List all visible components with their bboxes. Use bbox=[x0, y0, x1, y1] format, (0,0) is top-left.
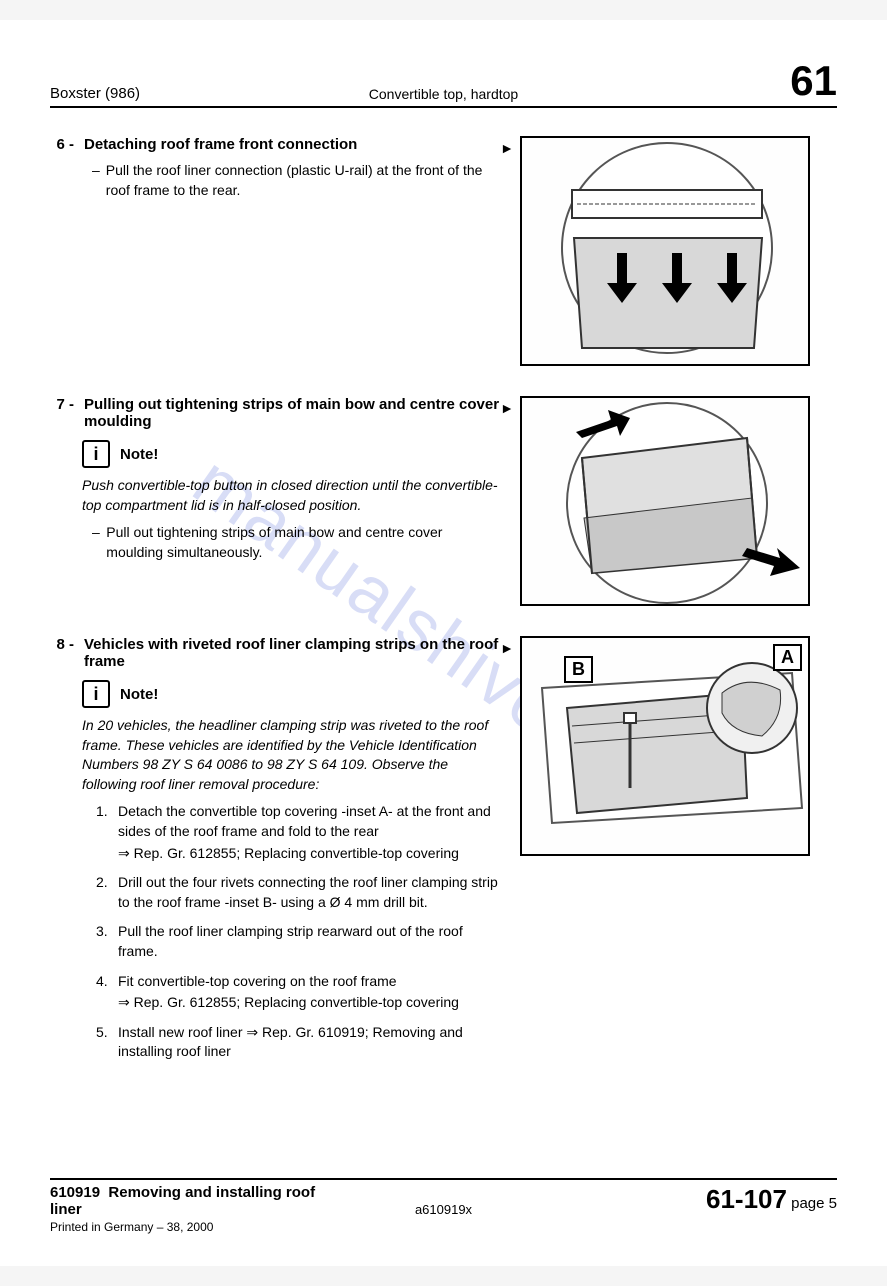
footer-left: 610919 Removing and installing roof line… bbox=[50, 1184, 331, 1234]
footer-right: 61-107 page 5 bbox=[556, 1184, 837, 1215]
content: 6 Detaching roof frame front connection … bbox=[50, 136, 837, 1072]
footer-center: a610919x bbox=[331, 1184, 556, 1217]
section-8: 8 Vehicles with riveted roof liner clamp… bbox=[50, 636, 837, 1072]
page-footer: 610919 Removing and installing roof line… bbox=[50, 1178, 837, 1234]
step-number: 8 bbox=[50, 636, 78, 670]
section-7-text: 7 Pulling out tightening strips of main … bbox=[50, 396, 510, 568]
section-6-figure bbox=[520, 136, 820, 366]
step-title: Detaching roof frame front connection bbox=[78, 136, 500, 153]
section-6: 6 Detaching roof frame front connection … bbox=[50, 136, 837, 366]
section-8-text: 8 Vehicles with riveted roof liner clamp… bbox=[50, 636, 510, 1072]
inset-label-b: B bbox=[564, 656, 593, 683]
figure-3: A B bbox=[520, 636, 810, 856]
note-text: Push convertible-top button in closed di… bbox=[82, 476, 500, 515]
list-item: 5. Install new roof liner ⇒ Rep. Gr. 610… bbox=[118, 1023, 500, 1062]
info-icon: i bbox=[82, 440, 110, 468]
inset-label-a: A bbox=[773, 644, 802, 671]
section-8-figure: A B bbox=[520, 636, 820, 856]
info-icon: i bbox=[82, 680, 110, 708]
step-title: Pulling out tightening strips of main bo… bbox=[78, 396, 500, 430]
pointer-icon: ► bbox=[500, 140, 514, 156]
step-number: 6 bbox=[50, 136, 78, 153]
note-text: In 20 vehicles, the headliner clamping s… bbox=[82, 716, 500, 794]
note-row: i Note! bbox=[82, 440, 500, 468]
step-number: 7 bbox=[50, 396, 78, 430]
header-model: Boxster (986) bbox=[50, 85, 312, 102]
header-section: Convertible top, hardtop bbox=[312, 86, 574, 102]
section-7-figure bbox=[520, 396, 820, 606]
list-item: 1. Detach the convertible top covering -… bbox=[118, 802, 500, 863]
list-item: 3. Pull the roof liner clamping strip re… bbox=[118, 922, 500, 961]
pointer-icon: ► bbox=[500, 640, 514, 656]
note-label: Note! bbox=[120, 686, 158, 703]
bullet-item: Pull out tightening strips of main bow a… bbox=[110, 523, 500, 562]
figure-1-svg bbox=[522, 138, 810, 366]
figure-2 bbox=[520, 396, 810, 606]
page-header: Boxster (986) Convertible top, hardtop 6… bbox=[50, 60, 837, 108]
bullet-item: Pull the roof liner connection (plastic … bbox=[110, 161, 500, 200]
pointer-icon: ► bbox=[500, 400, 514, 416]
step-title: Vehicles with riveted roof liner clampin… bbox=[78, 636, 500, 670]
list-item: 2. Drill out the four rivets connecting … bbox=[118, 873, 500, 912]
manual-page: Boxster (986) Convertible top, hardtop 6… bbox=[0, 20, 887, 1266]
note-label: Note! bbox=[120, 446, 158, 463]
note-row: i Note! bbox=[82, 680, 500, 708]
figure-1 bbox=[520, 136, 810, 366]
header-chapter: 61 bbox=[575, 60, 837, 102]
list-item: 4. Fit convertible-top covering on the r… bbox=[118, 972, 500, 1013]
section-7: 7 Pulling out tightening strips of main … bbox=[50, 396, 837, 606]
section-6-text: 6 Detaching roof frame front connection … bbox=[50, 136, 510, 206]
figure-2-svg bbox=[522, 398, 810, 606]
